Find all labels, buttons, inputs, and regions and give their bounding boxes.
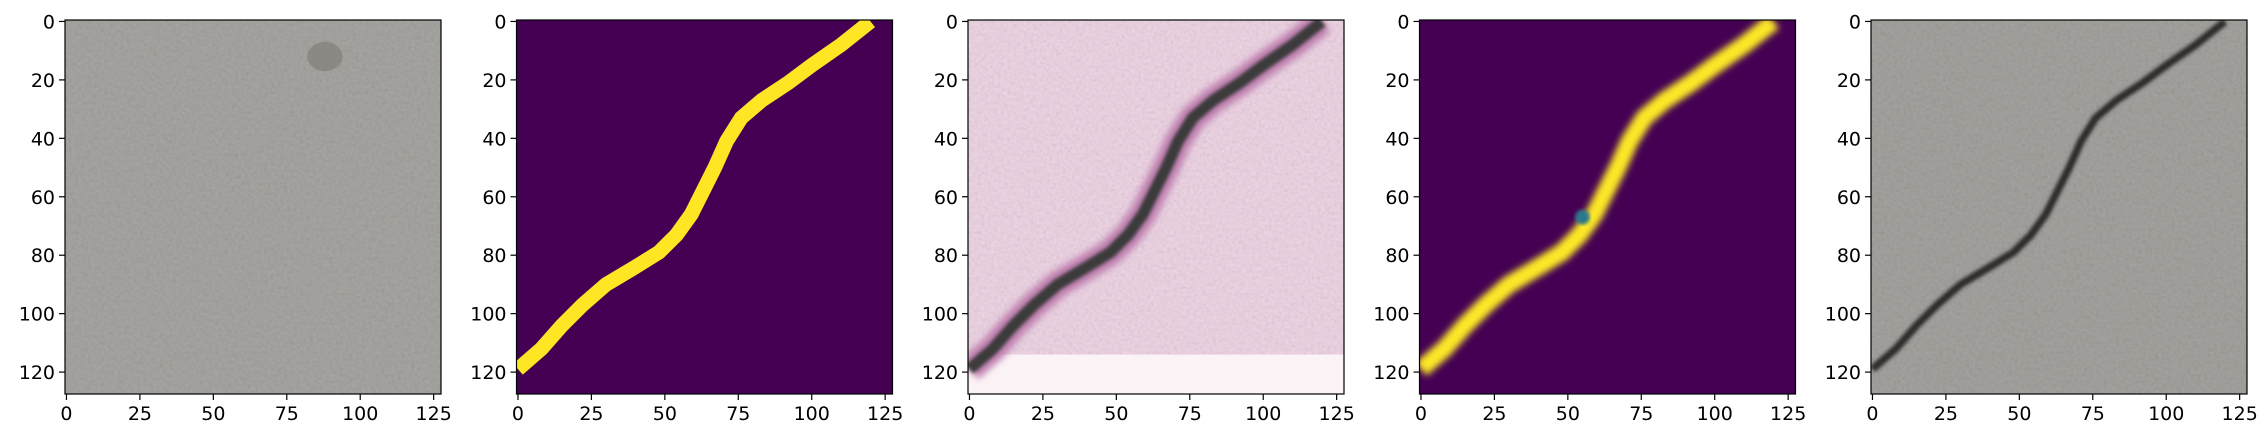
x-tick-label: 0	[1415, 403, 1427, 425]
y-tick-label: 40	[1385, 128, 1409, 150]
y-tick-label: 20	[31, 70, 55, 92]
x-tick-label: 0	[963, 403, 975, 425]
y-tick-label: 60	[482, 187, 506, 209]
y-tick-label: 100	[922, 304, 958, 326]
axes-frame	[515, 19, 894, 395]
y-tick-label: 80	[31, 245, 55, 267]
y-tick-label: 120	[19, 362, 55, 384]
axes-frame	[1870, 19, 2248, 395]
image	[516, 20, 893, 394]
axes-frame	[1418, 19, 1797, 395]
x-tick-label: 50	[1104, 403, 1128, 425]
y-tick-label: 0	[494, 11, 506, 33]
x-tick-label: 50	[1556, 403, 1580, 425]
y-tick-label: 120	[922, 362, 958, 384]
x-tick-label: 50	[201, 403, 225, 425]
image	[1871, 20, 2247, 394]
x-tick-label: 50	[2007, 403, 2031, 425]
x-tick-label: 100	[794, 403, 830, 425]
x-tick-label: 25	[1934, 403, 1958, 425]
y-tick-label: 0	[1849, 11, 1861, 33]
y-tick-label: 80	[1837, 245, 1861, 267]
y-tick-label: 60	[1385, 187, 1409, 209]
x-tick-label: 25	[1031, 403, 1055, 425]
x-tick-label: 125	[2222, 403, 2258, 425]
x-tick-label: 125	[1770, 403, 1806, 425]
y-tick-label: 20	[482, 70, 506, 92]
x-tick-label: 75	[2081, 403, 2105, 425]
y-tick-label: 100	[1825, 304, 1861, 326]
y-tick-label: 0	[946, 11, 958, 33]
x-tick-label: 0	[1866, 403, 1878, 425]
image	[968, 20, 1344, 394]
y-tick-label: 100	[1373, 304, 1409, 326]
axes-frame	[967, 19, 1345, 395]
y-tick-label: 60	[31, 187, 55, 209]
y-tick-label: 120	[1373, 362, 1409, 384]
axes-frame	[64, 19, 442, 395]
y-tick-label: 60	[934, 187, 958, 209]
x-tick-label: 0	[512, 403, 524, 425]
y-tick-label: 120	[470, 362, 506, 384]
x-tick-label: 125	[1319, 403, 1355, 425]
y-tick-label: 40	[934, 128, 958, 150]
x-tick-label: 75	[726, 403, 750, 425]
image	[1419, 20, 1796, 394]
y-tick-label: 20	[1385, 70, 1409, 92]
x-tick-label: 75	[1629, 403, 1653, 425]
y-tick-label: 40	[482, 128, 506, 150]
x-tick-label: 25	[579, 403, 603, 425]
y-tick-label: 20	[1837, 70, 1861, 92]
y-tick-label: 120	[1825, 362, 1861, 384]
y-tick-label: 40	[1837, 128, 1861, 150]
x-tick-label: 125	[867, 403, 903, 425]
y-tick-label: 60	[1837, 187, 1861, 209]
x-tick-label: 75	[275, 403, 299, 425]
y-tick-label: 40	[31, 128, 55, 150]
x-tick-label: 75	[1178, 403, 1202, 425]
image	[65, 20, 441, 394]
x-tick-label: 100	[2148, 403, 2184, 425]
y-tick-label: 80	[482, 245, 506, 267]
y-tick-label: 20	[934, 70, 958, 92]
y-tick-label: 0	[43, 11, 55, 33]
x-tick-label: 100	[342, 403, 378, 425]
y-tick-label: 80	[934, 245, 958, 267]
x-tick-label: 125	[416, 403, 452, 425]
x-tick-label: 25	[1482, 403, 1506, 425]
x-tick-label: 100	[1697, 403, 1733, 425]
y-tick-label: 100	[19, 304, 55, 326]
x-tick-label: 50	[653, 403, 677, 425]
y-tick-label: 80	[1385, 245, 1409, 267]
x-tick-label: 25	[128, 403, 152, 425]
x-tick-label: 0	[60, 403, 72, 425]
y-tick-label: 0	[1397, 11, 1409, 33]
y-tick-label: 100	[470, 304, 506, 326]
x-tick-label: 100	[1245, 403, 1281, 425]
